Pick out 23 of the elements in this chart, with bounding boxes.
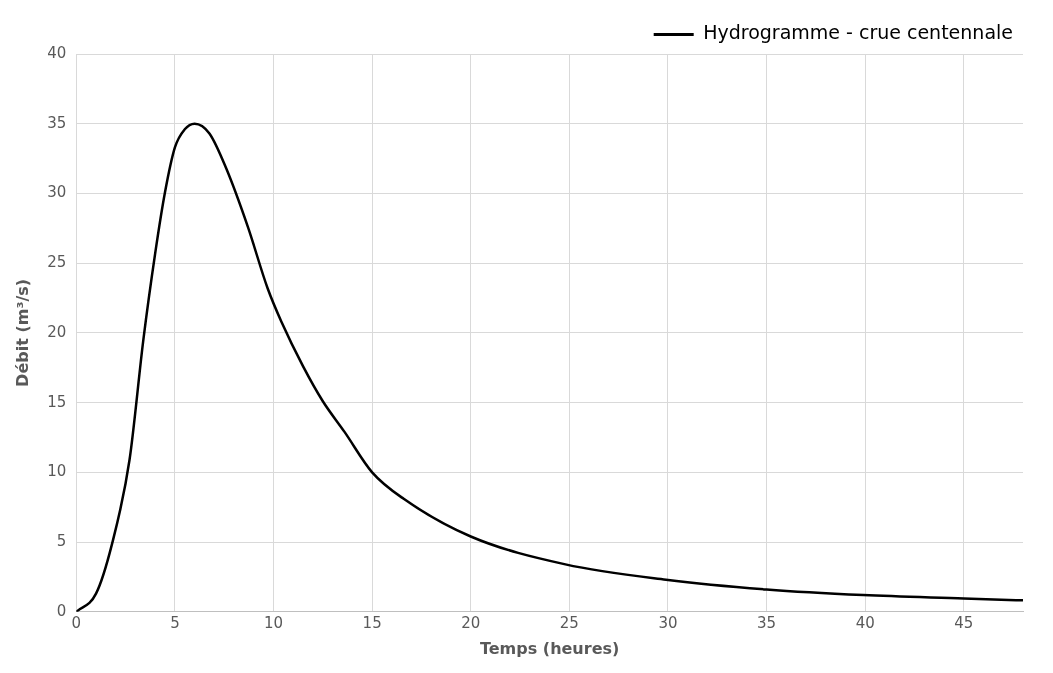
x-tick-label: 45	[954, 613, 974, 632]
x-tick-label: 40	[855, 613, 875, 632]
x-tick-label: 10	[263, 613, 284, 632]
y-tick-label: 5	[56, 531, 67, 550]
y-tick-label: 30	[47, 183, 67, 202]
y-tick-label: 0	[56, 601, 67, 620]
line-series	[76, 122, 1023, 612]
x-tick-label: 15	[362, 613, 382, 632]
y-tick-label: 20	[47, 322, 67, 341]
x-tick-label: 25	[559, 613, 579, 632]
x-tick-label: 35	[757, 613, 777, 632]
y-tick-label: 35	[47, 113, 67, 132]
y-axis-title: Débit (m³/s)	[12, 278, 32, 387]
x-tick-label: 5	[170, 613, 180, 632]
y-tick-label: 40	[47, 43, 67, 62]
y-tick-label: 25	[47, 253, 67, 272]
x-axis-title: Temps (heures)	[479, 638, 620, 658]
x-tick-label: 0	[71, 613, 82, 632]
x-tick-label: 20	[461, 613, 481, 632]
y-tick-label: 10	[47, 462, 67, 481]
legend-label: Hydrogramme - crue centennale	[703, 21, 1013, 44]
x-tick-label: 30	[658, 613, 678, 632]
y-tick-label: 15	[47, 392, 67, 411]
